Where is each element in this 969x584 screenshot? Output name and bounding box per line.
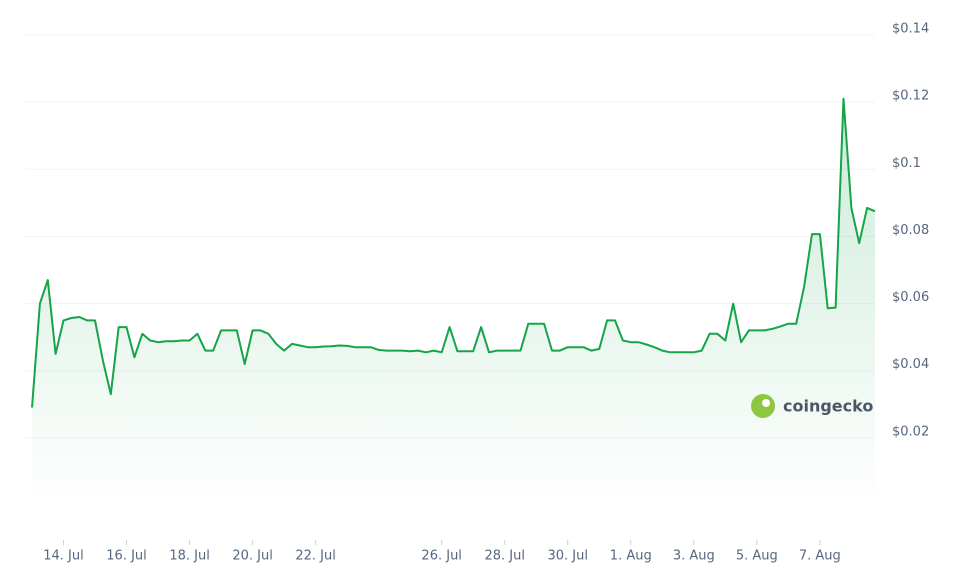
x-tick-label: 1. Aug	[610, 549, 652, 564]
y-tick-label: $0.12	[892, 89, 929, 104]
watermark: coingecko	[751, 394, 873, 418]
x-tick-label: 30. Jul	[547, 549, 588, 564]
x-tick-label: 7. Aug	[799, 549, 841, 564]
logo	[751, 394, 775, 418]
x-tick-label: 18. Jul	[169, 549, 210, 564]
area-fill	[32, 98, 875, 506]
price-line	[31, 97, 876, 408]
x-tick-label: 26. Jul	[421, 549, 462, 564]
x-tick-label: 14. Jul	[43, 549, 84, 564]
x-tick-label: 3. Aug	[673, 549, 715, 564]
y-tick-label: $0.06	[892, 290, 929, 305]
x-tick-label: 16. Jul	[106, 549, 147, 564]
logo-eye	[762, 399, 770, 407]
x-tick-label: 22. Jul	[295, 549, 336, 564]
y-tick-label: $0.14	[892, 22, 929, 37]
x-tick-label: 5. Aug	[736, 549, 778, 564]
watermark-text: coingecko	[783, 397, 873, 416]
x-tick-label: 20. Jul	[232, 549, 273, 564]
y-tick-label: $0.08	[892, 223, 929, 238]
y-tick-label: $0.04	[892, 357, 929, 372]
y-tick-label: $0.02	[892, 424, 929, 439]
y-tick-label: $0.1	[892, 156, 921, 171]
x-tick-label: 28. Jul	[484, 549, 525, 564]
